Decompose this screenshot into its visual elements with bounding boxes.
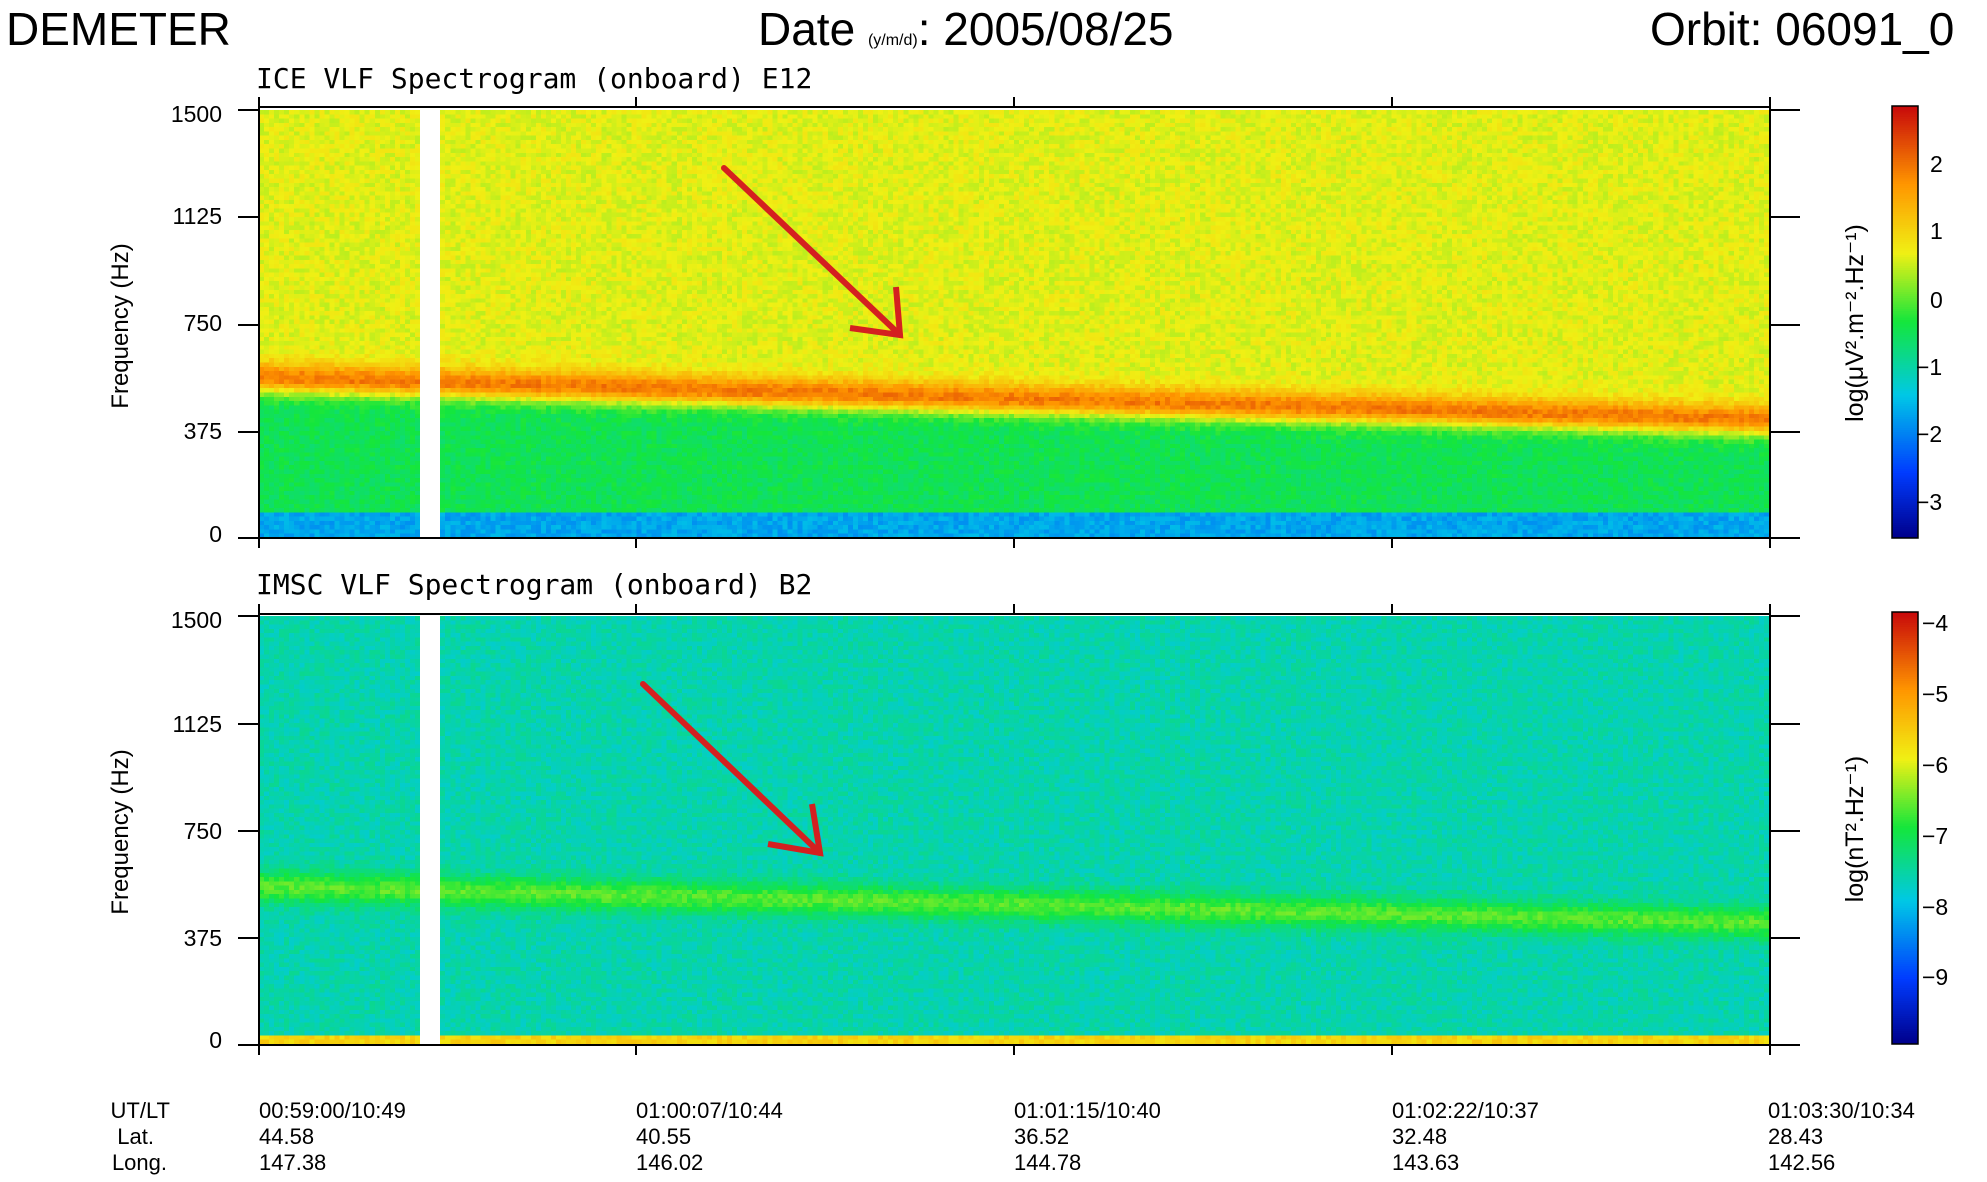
date-title: Date (y/m/d): 2005/08/25 [758,2,1174,56]
panel-1-colorbar-tick: −3 [1916,489,1943,515]
xtick-long: 144.78 [1014,1150,1082,1175]
panel-1-colorbar-tick: −1 [1916,354,1943,380]
panel-2-colorbar-tick: −6 [1922,752,1949,778]
xtick-lat: 44.58 [259,1124,315,1149]
xtick-lat: 32.48 [1392,1124,1448,1149]
panel-1-ytick: 375 [183,418,222,444]
xtick-long: 146.02 [636,1150,704,1175]
panel-2-annotation-arrow [640,681,824,857]
panel-2-colorbar-tick: −8 [1922,894,1949,920]
panel-1-spectrogram [259,110,1769,538]
panel-2-ytick: 1125 [172,711,222,737]
panel-1-colorbar-tick: 1 [1930,218,1943,244]
xaxis-row-label-long: Long. [111,1150,167,1175]
panel-1-colorbar-tick: 2 [1930,151,1943,177]
panel-1-title: ICE VLF Spectrogram (onboard) E12 [256,62,813,95]
xtick-utlt: 01:00:07/10:44 [636,1098,783,1123]
xaxis-row-label-lat: Lat. [117,1124,154,1149]
panel-2-colorbar-tick: −4 [1922,610,1949,636]
panel-2-frame [238,604,1800,1055]
date-label: Date [758,3,856,55]
xtick-lat: 36.52 [1014,1124,1070,1149]
panel-1-colorbar [1892,106,1918,538]
panel-1-colorbar-tick: 0 [1930,287,1943,313]
xtick-lat: 40.55 [636,1124,692,1149]
panel-1-colorbar-tick: −2 [1916,421,1943,447]
xtick-long: 142.56 [1768,1150,1836,1175]
panel-2-ytick: 750 [183,818,222,844]
panel-1-ytick: 0 [209,521,222,547]
panel-1-ytick: 1500 [170,101,222,127]
xaxis-row-label-utlt: UT/LT [110,1098,170,1123]
xtick-utlt: 00:59:00/10:49 [259,1098,406,1123]
panel-1-annotation-arrow [721,165,904,339]
panel-2-ytick: 0 [209,1027,222,1053]
xtick-long: 143.63 [1392,1150,1460,1175]
date-value: : 2005/08/25 [917,3,1174,55]
xtick-utlt: 01:03:30/10:34 [1768,1098,1915,1123]
panel-2-colorbar-tick: −5 [1922,681,1949,707]
xtick-long: 147.38 [259,1150,327,1175]
panel-1-ytick: 1125 [172,203,222,229]
xtick-utlt: 01:02:22/10:37 [1392,1098,1539,1123]
panel-2-ytick: 1500 [170,607,222,633]
panel-2-title: IMSC VLF Spectrogram (onboard) B2 [256,568,813,601]
panel-2-ytick: 375 [183,925,222,951]
colorbar-frames [1891,105,1919,1045]
panel-2-colorbar-tick: −7 [1922,823,1949,849]
xtick-utlt: 01:01:15/10:40 [1014,1098,1161,1123]
panel-2-spectrogram [259,616,1769,1044]
orbit-title: Orbit: 06091_0 [1650,3,1955,55]
panel-1-frame [238,97,1800,548]
panel-1-ytick: 750 [183,310,222,336]
date-format-label: (y/m/d) [867,32,918,49]
panel-2-colorbar-tick: −9 [1922,964,1949,990]
xtick-lat: 28.43 [1768,1124,1824,1149]
panel-2-colorbar [1892,612,1918,1044]
mission-title: DEMETER [6,3,231,55]
